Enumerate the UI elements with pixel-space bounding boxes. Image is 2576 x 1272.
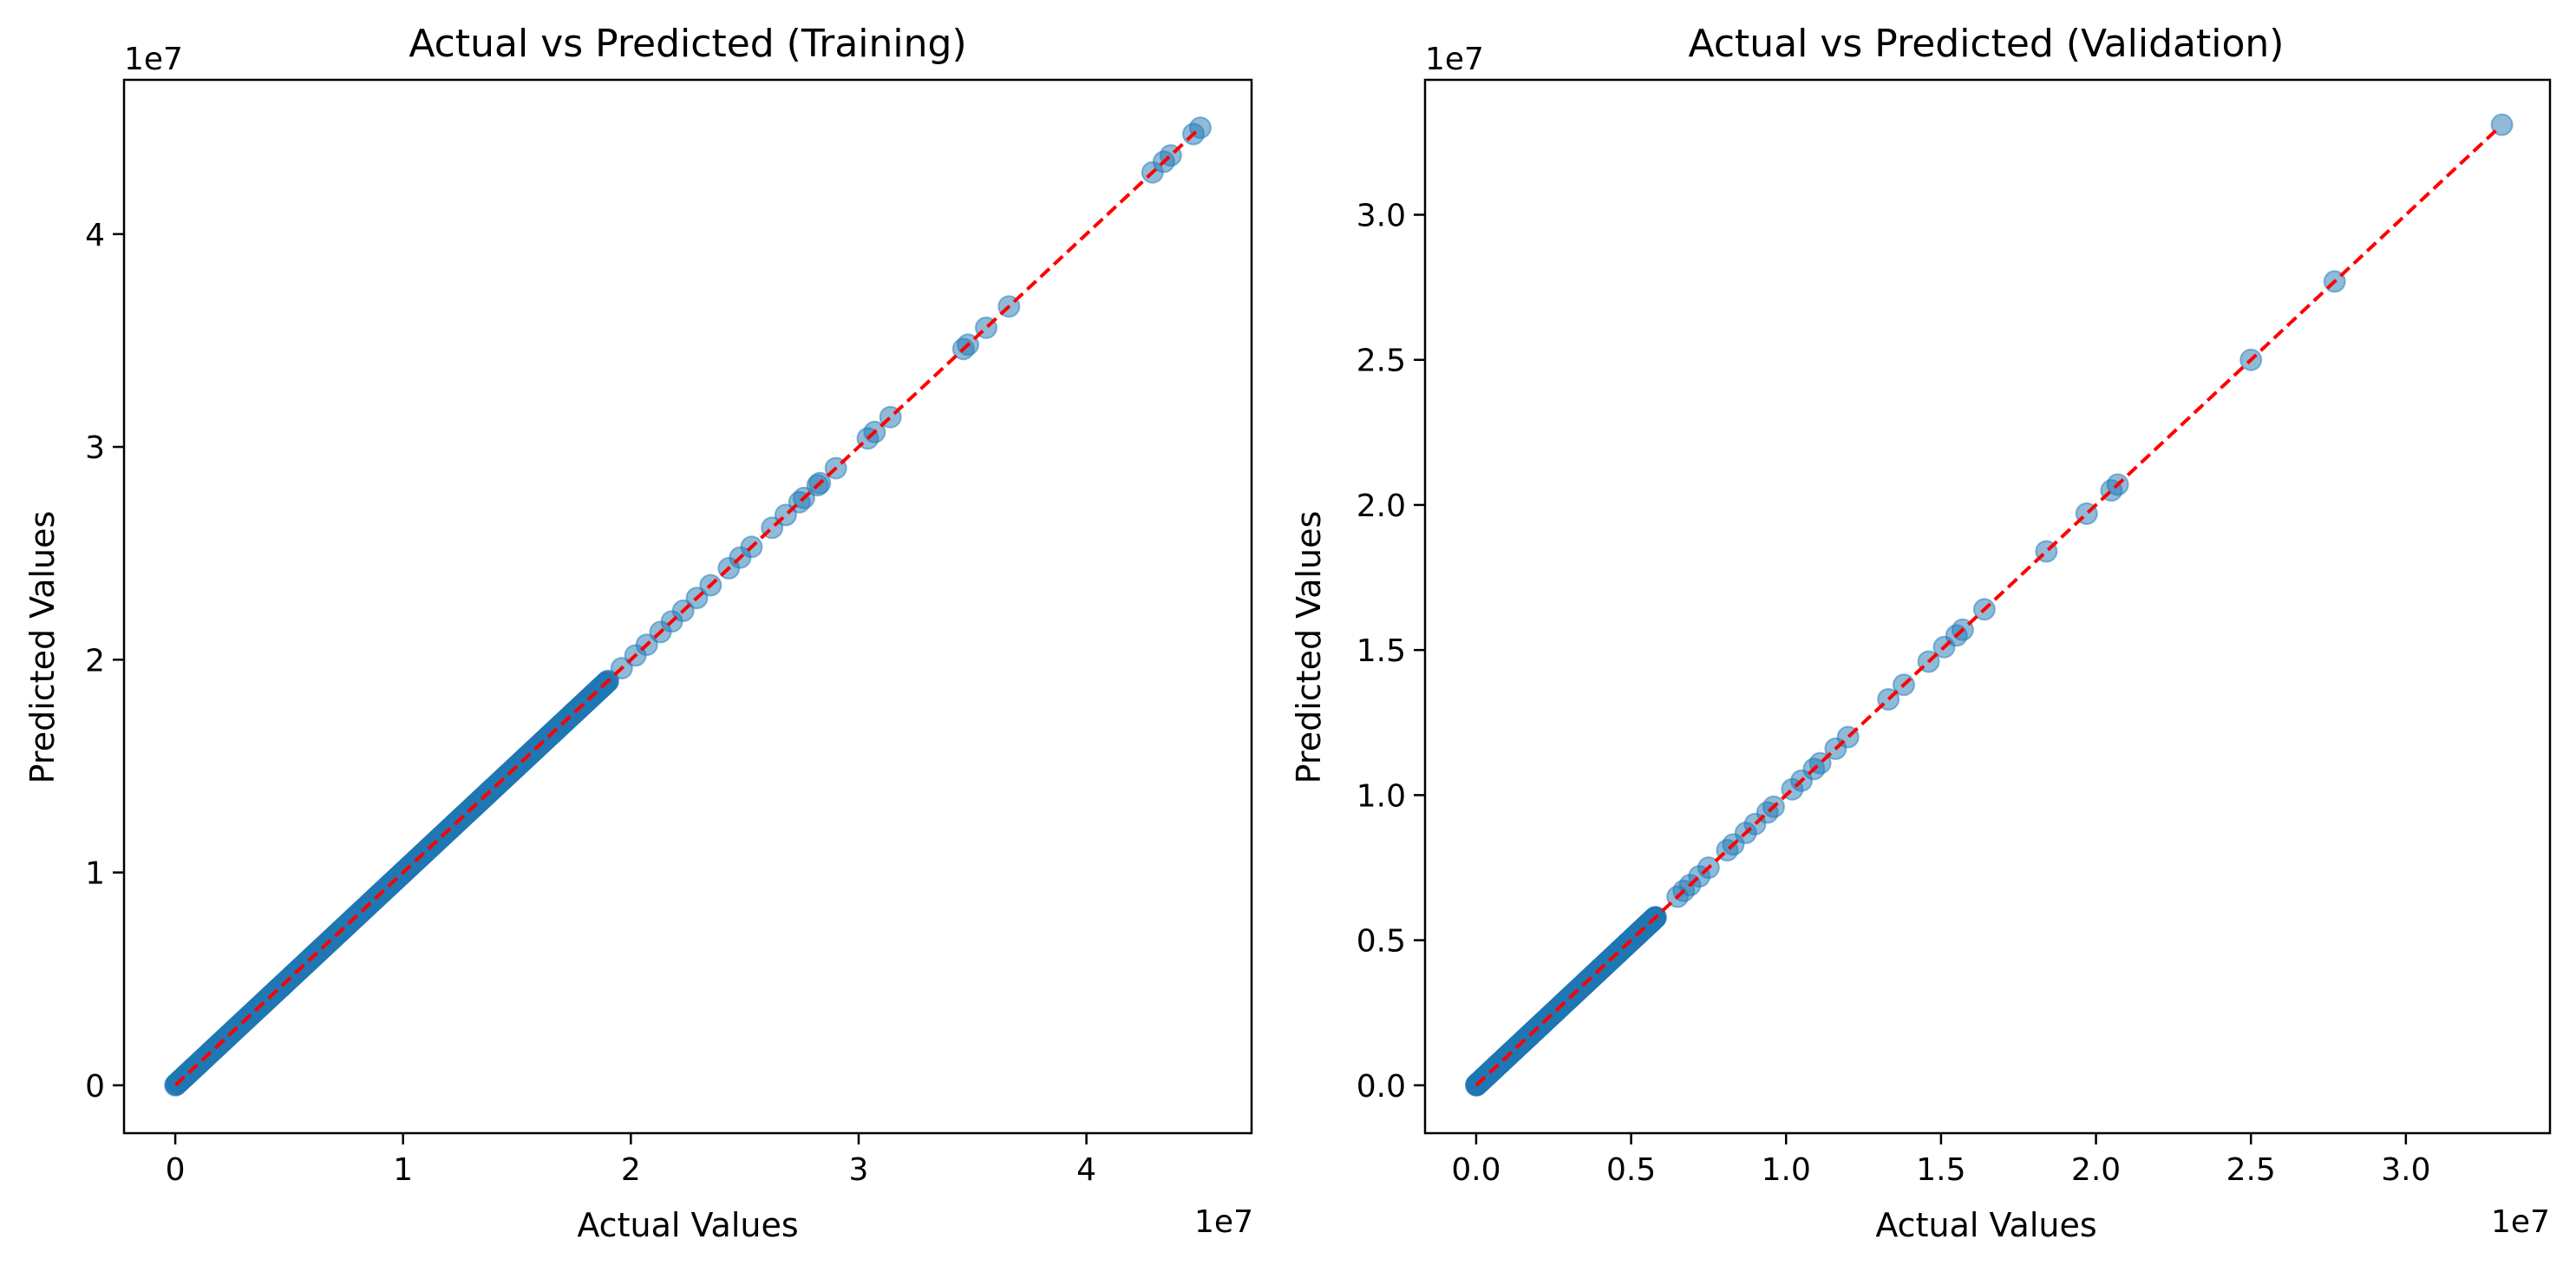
training-panel: Actual vs Predicted (Training) Actual Va…	[23, 22, 1253, 1244]
training-x-offset-label: 1e7	[1194, 1204, 1253, 1240]
training-y-tick-label: 4	[85, 218, 105, 253]
training-reference-line	[173, 126, 1202, 1087]
training-title: Actual vs Predicted (Training)	[409, 22, 966, 66]
validation-reference-line	[1474, 126, 2501, 1087]
training-x-axis-label: Actual Values	[577, 1206, 798, 1244]
validation-y-tick-label: 1.5	[1357, 633, 1406, 669]
validation-y-offset-label: 1e7	[1425, 42, 1484, 77]
training-x-tick-label: 3	[849, 1152, 869, 1188]
training-x-tick-label: 1	[393, 1152, 413, 1188]
training-y-offset-label: 1e7	[124, 42, 183, 77]
validation-y-tick-label: 3.0	[1357, 199, 1406, 234]
training-y-tick-label: 1	[85, 856, 105, 892]
validation-title: Actual vs Predicted (Validation)	[1689, 22, 2285, 66]
validation-y-tick-label: 2.5	[1357, 344, 1406, 379]
training-plot-area	[164, 116, 1212, 1097]
validation-y-tick-label: 1.0	[1357, 778, 1406, 814]
validation-x-tick-label: 3.0	[2381, 1152, 2430, 1188]
validation-data-point	[2490, 113, 2514, 136]
validation-x-tick-label: 2.5	[2226, 1152, 2276, 1188]
training-x-tick-label: 0	[166, 1152, 186, 1188]
training-y-tick-label: 2	[85, 643, 105, 679]
training-x-tick-label: 4	[1076, 1152, 1096, 1188]
validation-x-offset-label: 1e7	[2491, 1204, 2550, 1240]
validation-x-tick-label: 0.5	[1606, 1152, 1656, 1188]
validation-x-tick-label: 2.0	[2071, 1152, 2121, 1188]
validation-panel: Actual vs Predicted (Validation) Actual …	[1290, 22, 2552, 1244]
validation-x-tick-label: 1.5	[1916, 1152, 1965, 1188]
training-axes-frame	[122, 78, 1253, 1135]
validation-y-tick-label: 0.0	[1357, 1069, 1406, 1105]
training-y-axis-label: Predicted Values	[23, 511, 62, 784]
validation-y-tick-label: 2.0	[1357, 488, 1406, 524]
validation-y-axis-label: Predicted Values	[1290, 511, 1328, 784]
validation-plot-area	[1465, 113, 2514, 1097]
validation-y-tick-label: 0.5	[1357, 924, 1406, 960]
training-y-tick-label: 3	[85, 430, 105, 466]
validation-x-tick-label: 0.0	[1451, 1152, 1500, 1188]
validation-axes-frame	[1423, 78, 2552, 1135]
training-x-tick-label: 2	[621, 1152, 641, 1188]
validation-x-axis-label: Actual Values	[1875, 1206, 2096, 1244]
training-y-tick-label: 0	[85, 1069, 105, 1105]
validation-x-tick-label: 1.0	[1762, 1152, 1811, 1188]
